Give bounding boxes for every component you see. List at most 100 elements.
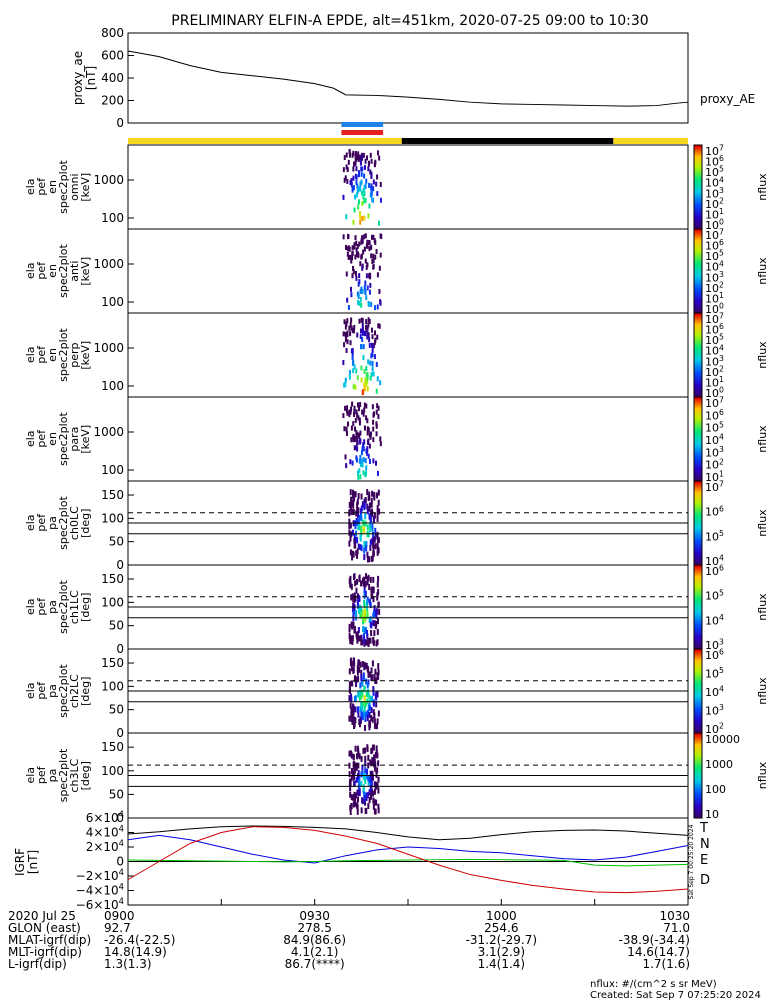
panel-ytick-label: 1000 <box>93 257 124 271</box>
spectrogram-cell <box>353 207 356 213</box>
spectrogram-cell <box>366 325 369 331</box>
ae-ytick-label: 0 <box>116 116 124 130</box>
panel-frame <box>127 144 689 230</box>
spectrogram-cell <box>365 295 368 301</box>
spectrogram-cell <box>362 747 365 754</box>
colorbar-tick-label: 105 <box>705 165 724 179</box>
colorbar-segment <box>694 449 702 453</box>
spectrogram-cell <box>375 640 378 647</box>
spectrogram-cell <box>363 407 366 413</box>
spectrogram-cell <box>355 240 358 246</box>
spectrogram-cell <box>367 453 370 459</box>
colorbar-segment <box>694 541 702 545</box>
spectrogram-cell <box>378 265 381 271</box>
colorbar-segment <box>694 539 702 543</box>
colorbar-segment <box>694 716 702 719</box>
spectrogram-cell <box>363 368 366 374</box>
spectrogram-cell <box>344 454 347 460</box>
colorbar-segment <box>694 388 702 392</box>
colorbar-segment <box>694 254 702 257</box>
spectrogram-cell <box>359 604 362 611</box>
colorbar-segment <box>694 401 702 404</box>
spectrogram-panel-para: 1000100elapefenspec2plotpara[keV]1071061… <box>24 396 769 484</box>
spectrogram-cell <box>373 354 376 360</box>
spectrogram-cell <box>354 417 357 423</box>
spectrogram-cell <box>363 234 366 240</box>
colorbar-segment <box>694 233 702 236</box>
spectrogram-panel-anti: 1000100elapefenspec2plotanti[keV]1071061… <box>24 228 769 316</box>
igrf-series-E <box>127 858 689 867</box>
spectrogram-cell <box>346 251 349 257</box>
spectrogram-cell <box>372 797 375 804</box>
spectrogram-cell <box>354 235 357 241</box>
panel-ylabel: elapefenspec2plotperp[keV] <box>24 328 92 382</box>
spectrogram-cell <box>351 251 354 257</box>
colorbar-segment <box>694 739 702 742</box>
spectrogram-cell <box>348 518 351 525</box>
spectrogram-cell <box>372 371 375 377</box>
spectrogram-cell <box>349 808 352 815</box>
colorbar-segment <box>694 506 702 509</box>
colorbar-segment <box>694 474 702 478</box>
spectrogram-cell <box>363 664 366 671</box>
spectrogram-cell <box>374 668 377 675</box>
spectrogram-cell <box>362 674 365 681</box>
spectrogram-cell <box>352 175 355 181</box>
colorbar-segment <box>694 724 702 728</box>
spectrogram-cell <box>352 753 355 760</box>
colorbar-segment <box>694 399 702 402</box>
spectrogram-panel-ch1LC: 150 100 50 0 elapefpaspec2plotch1LC[deg] 106 1… <box>24 564 769 656</box>
spectrogram-cell <box>360 286 363 292</box>
colorbar-segment <box>694 170 702 173</box>
spectrogram-cell <box>354 792 357 799</box>
spectrogram-cell <box>371 334 374 340</box>
colorbar-segment <box>694 426 702 429</box>
spectrogram-cell <box>368 337 371 343</box>
spectrogram-cell <box>360 253 363 259</box>
colorbar-segment <box>694 630 702 633</box>
spectrogram-cell <box>371 674 374 681</box>
spectrogram-cell <box>361 326 364 332</box>
spectrogram-cell <box>368 443 371 449</box>
colorbar-segment <box>694 767 702 770</box>
spectrogram-cell <box>357 627 360 634</box>
colorbar-segment <box>694 264 702 268</box>
colorbar-segment <box>694 319 702 322</box>
spectrogram-cell <box>367 802 370 809</box>
colorbar-segment <box>694 224 702 228</box>
spectrogram-cell <box>354 611 357 618</box>
spectrogram-cell <box>367 440 370 446</box>
spectrogram-cell <box>351 354 354 360</box>
colorbar-segment <box>694 558 702 562</box>
spectrogram-cell <box>355 587 358 594</box>
colorbar-segment <box>694 451 702 455</box>
colorbar-segment <box>694 462 702 465</box>
colorbar-segment <box>694 380 702 383</box>
spectrogram-cell <box>361 609 364 616</box>
spectrogram-cell <box>366 386 369 392</box>
colorbar-tick-label: 103 <box>705 703 724 717</box>
spectrogram-cell <box>345 321 348 327</box>
spectrogram-cell <box>356 518 359 525</box>
colorbar-segment <box>694 214 702 217</box>
spectrogram-cell <box>350 509 353 516</box>
colorbar-segment <box>694 436 702 440</box>
spectrogram-cell <box>366 629 369 636</box>
spectrogram-cell <box>364 590 367 597</box>
spectrogram-cell <box>352 328 355 334</box>
spectrogram-cell <box>358 279 361 285</box>
colorbar-segment <box>694 636 702 639</box>
spectrogram-cell <box>352 185 355 191</box>
spectrogram-cell <box>367 754 370 761</box>
spectrogram-cell <box>377 150 380 156</box>
spectrogram-cell <box>365 372 368 378</box>
spectrogram-cell <box>352 166 355 172</box>
spectrogram-cell <box>363 425 366 431</box>
colorbar-segment <box>694 275 702 278</box>
science-zone-red-bar <box>341 130 384 135</box>
spectrogram-cell <box>356 375 359 381</box>
colorbar-segment <box>694 376 702 379</box>
spectrogram-cell <box>369 526 372 533</box>
spectrogram-cell <box>373 339 376 345</box>
colorbar-segment <box>694 504 702 507</box>
